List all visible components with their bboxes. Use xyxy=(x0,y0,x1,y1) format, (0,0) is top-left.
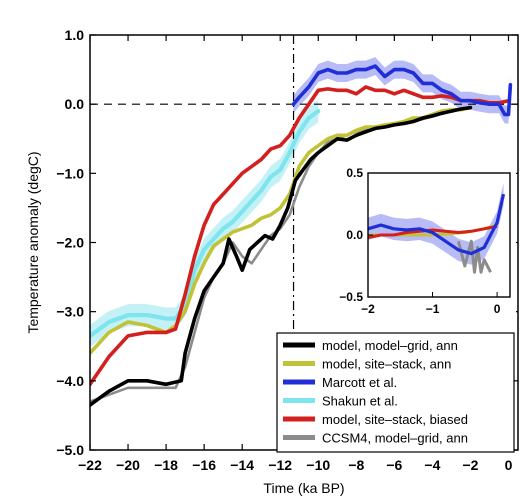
y-tick-label: 0.0 xyxy=(65,96,85,112)
y-tick-label: −1.0 xyxy=(56,165,84,181)
legend-entry-shakun-et-al: Shakun et al. xyxy=(283,394,398,409)
legend-entry-marcott-et-al: Marcott et al. xyxy=(283,375,397,390)
x-tick-label: −12 xyxy=(268,457,292,473)
y-tick: 0.0 xyxy=(65,96,518,112)
inset-y-tick: −0.5 xyxy=(339,290,373,304)
y-tick-label: −3.0 xyxy=(56,304,84,320)
y-tick: 1.0 xyxy=(65,27,518,43)
inset-x-tick: −1 xyxy=(426,292,440,316)
inset-x-tick-label: −2 xyxy=(361,302,375,316)
legend: model, model–grid, ann model, site–stack,… xyxy=(276,332,515,453)
legend-label: Shakun et al. xyxy=(322,394,398,409)
y-tick-label: −2.0 xyxy=(56,235,84,251)
x-tick-label: −2 xyxy=(462,457,478,473)
inset-x-tick-label: 0 xyxy=(494,302,501,316)
legend-entry-ccsm4-model-grid-ann: CCSM4, model–grid, ann xyxy=(283,431,468,446)
series-line-model-site-stack-ann xyxy=(90,105,473,355)
x-tick-label: −20 xyxy=(116,457,140,473)
x-tick-label: −16 xyxy=(192,457,216,473)
inset-y-tick: 0.0 xyxy=(346,228,373,242)
legend-label: model, site–stack, ann xyxy=(322,357,451,372)
y-tick: −2.0 xyxy=(56,235,518,251)
x-tick-label: −18 xyxy=(154,457,178,473)
inset-y-tick-label: 0.5 xyxy=(346,166,363,180)
inset-y-tick-label: 0.0 xyxy=(346,228,363,242)
x-tick-label: −4 xyxy=(424,457,440,473)
x-tick-label: −22 xyxy=(78,457,102,473)
x-tick-label: −6 xyxy=(386,457,402,473)
series-line-model-model-grid-ann xyxy=(90,105,473,407)
legend-entry-model-model-grid-ann: model, model–grid, ann xyxy=(283,338,458,353)
legend-entry-model-site-stack-ann: model, site–stack, ann xyxy=(283,357,451,372)
inset-y-tick: 0.5 xyxy=(346,166,373,180)
x-tick: −18 xyxy=(154,35,178,473)
legend-label: model, model–grid, ann xyxy=(322,338,458,353)
inset-x-tick: 0 xyxy=(494,292,501,316)
y-tick-label: 1.0 xyxy=(65,27,85,43)
y-tick-label: −4.0 xyxy=(56,373,84,389)
inset-plot-area: −2 −1 0 −0.5 0.0 0.5 xyxy=(324,165,516,321)
legend-entry-model-site-stack-biased: model, site–stack, biased xyxy=(283,412,468,427)
legend-label: model, site–stack, biased xyxy=(322,412,468,427)
legend-label: CCSM4, model–grid, ann xyxy=(322,431,468,446)
x-tick: −14 xyxy=(230,35,254,473)
x-tick-label: −14 xyxy=(230,457,254,473)
x-tick: −22 xyxy=(78,35,102,473)
inset-series-line-marcott-et-al xyxy=(368,193,506,256)
series-line-marcott-et-al xyxy=(291,64,513,117)
y-axis-label: Temperature anomaly (degC) xyxy=(25,151,41,333)
inset-series-line-model-site-stack-biased xyxy=(368,224,498,239)
x-tick: −16 xyxy=(192,35,216,473)
x-tick-label: 0 xyxy=(505,457,513,473)
x-tick: −20 xyxy=(116,35,140,473)
x-tick-label: −10 xyxy=(306,457,330,473)
inset-x-tick: −2 xyxy=(361,292,375,316)
y-tick-label: −5.0 xyxy=(56,442,84,458)
x-axis-label: Time (ka BP) xyxy=(263,480,344,496)
inset-series-line-ccsm4-model-grid-ann xyxy=(456,239,492,274)
series-line-shakun-et-al xyxy=(90,109,321,338)
series-line-model-site-stack-biased xyxy=(90,85,511,387)
x-tick-label: −8 xyxy=(348,457,364,473)
legend-label: Marcott et al. xyxy=(322,375,397,390)
inset-x-tick-label: −1 xyxy=(426,302,440,316)
inset-y-tick-label: −0.5 xyxy=(339,290,363,304)
